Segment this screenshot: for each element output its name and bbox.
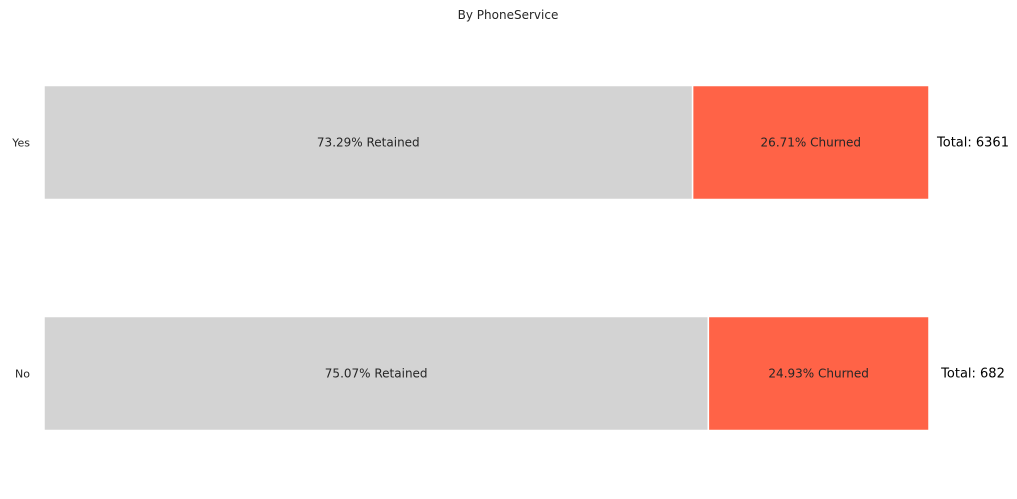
bars-group: Yes 73.29% Retained 26.71% Churned Total: 6… [11, 84, 1009, 432]
bar-churned-yes [691, 84, 930, 201]
segment-label-retained-yes: 73.29% Retained [317, 136, 420, 150]
category-label-yes: Yes [11, 137, 30, 150]
segment-label-retained-no: 75.07% Retained [325, 367, 428, 381]
segment-label-churned-yes: 26.71% Churned [761, 136, 862, 150]
bar-retained-yes [43, 84, 694, 201]
chart-title: By PhoneService [458, 8, 559, 22]
total-label-yes: Total: 6361 [936, 136, 1009, 151]
total-label-no: Total: 682 [940, 367, 1005, 382]
bar-retained-no [43, 315, 710, 432]
category-label-no: No [15, 368, 30, 381]
segment-label-churned-no: 24.93% Churned [768, 367, 869, 381]
bar-churned-no [707, 315, 930, 432]
